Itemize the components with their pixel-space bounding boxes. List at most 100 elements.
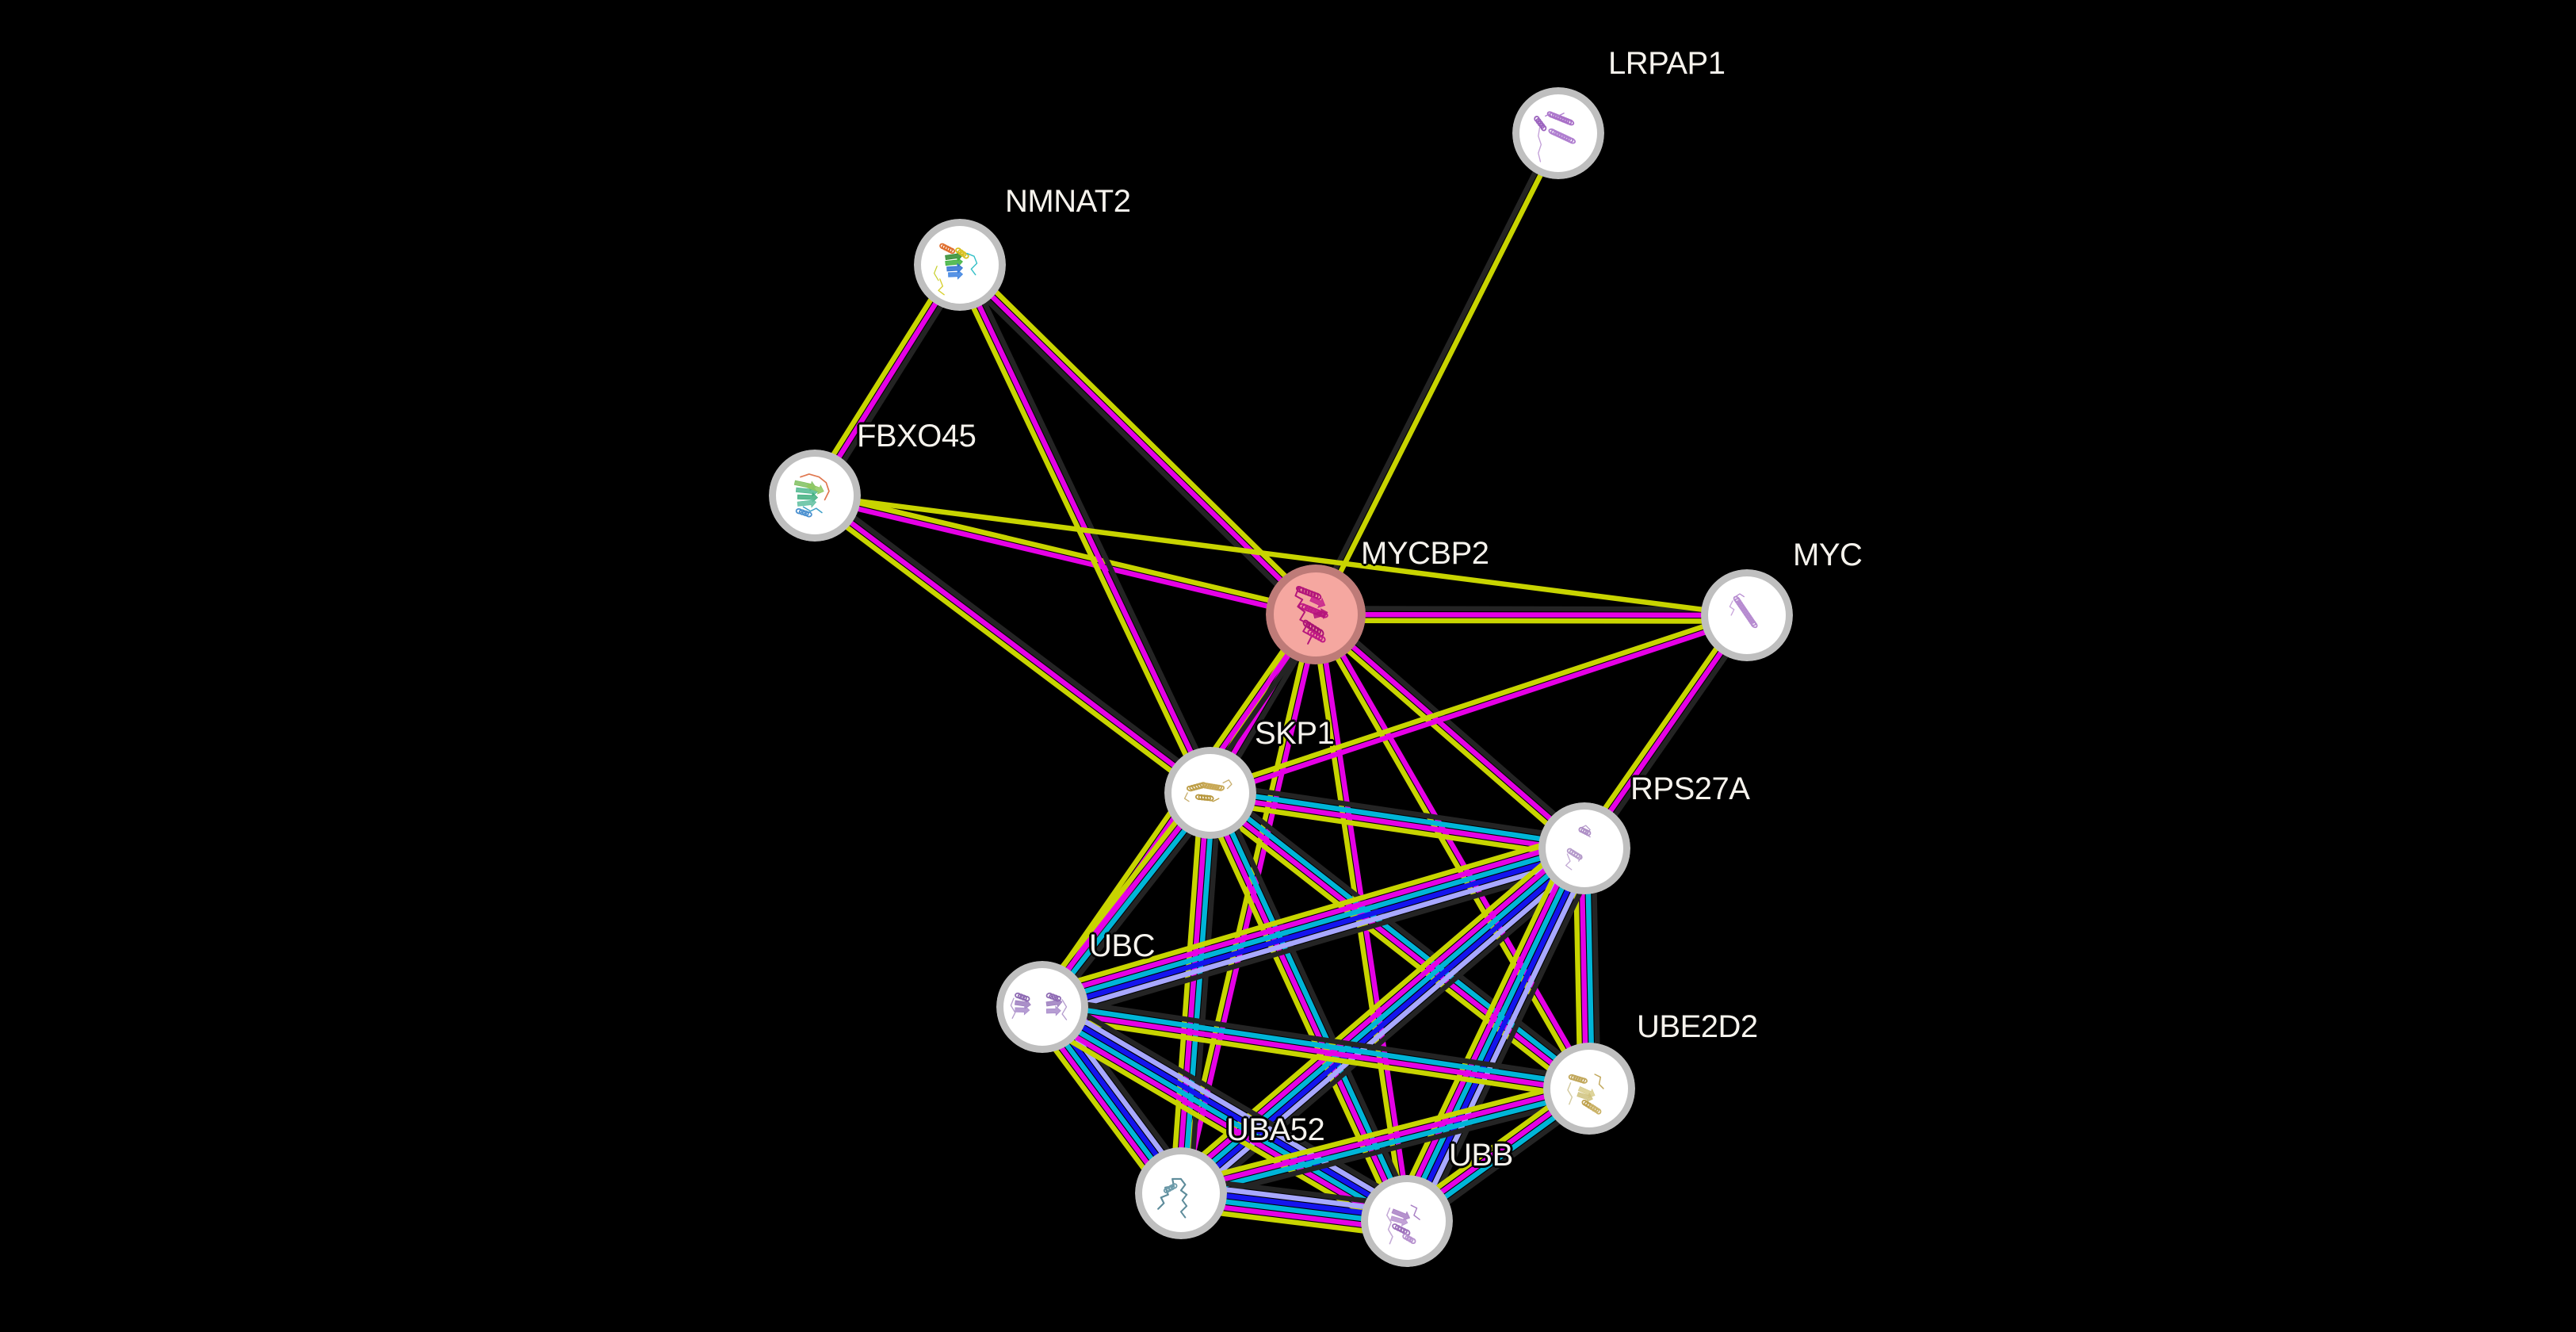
protein-node-mycbp2[interactable] (1266, 565, 1366, 664)
edge-channel-cooccurrence (1592, 890, 1600, 1047)
protein-node-nmnat2[interactable] (914, 219, 1006, 311)
edge-channel-textmining (1336, 170, 1545, 576)
edge-mycbp2-nmnat2[interactable] (984, 288, 1290, 589)
edge-mycbp2-myc[interactable] (1361, 606, 1705, 624)
node-disc-mycbp2 (1274, 572, 1358, 656)
edge-channel-textmining (992, 288, 1290, 580)
edge-skp1-ubc[interactable] (1059, 818, 1194, 982)
edge-channel-experiments (1072, 1034, 1367, 1210)
protein-node-ubb[interactable] (1361, 1175, 1453, 1267)
edge-channel-cooccurrence (1444, 1118, 1562, 1206)
edge-channel-cooccurrence (980, 299, 1200, 753)
edge-channel-coexpression (1068, 1037, 1160, 1159)
edge-channel-cooccurrence (1352, 637, 1558, 818)
edge-channel-textmining (1601, 645, 1720, 812)
edge-myc-rps27a[interactable] (1601, 645, 1730, 819)
edge-channel-cooccurrence (1233, 826, 1401, 1181)
edge-channel-experiments (1080, 848, 1542, 989)
node-label-ubc: UBC (1089, 928, 1155, 963)
edge-mycbp2-fbxo45[interactable] (854, 500, 1273, 610)
node-disc-nmnat2 (921, 226, 999, 304)
edge-myc-skp1[interactable] (1248, 623, 1709, 785)
node-disc-ubb (1368, 1182, 1446, 1260)
edge-channel-experiments (1348, 642, 1554, 823)
edge-fbxo45-skp1[interactable] (843, 514, 1182, 775)
protein-structure-mycbp2 (1294, 586, 1328, 645)
edge-rps27a-ube2d2[interactable] (1573, 890, 1600, 1047)
edge-nmnat2-fbxo45[interactable] (830, 296, 945, 465)
protein-structure-lrpap1 (1534, 111, 1577, 163)
protein-node-ube2d2[interactable] (1543, 1043, 1635, 1135)
edge-channel-textmining (1434, 1104, 1552, 1192)
node-disc-skp1 (1171, 754, 1249, 832)
protein-node-lrpap1[interactable] (1512, 87, 1604, 179)
protein-node-skp1[interactable] (1164, 747, 1256, 839)
edge-channel-cooccurrence (1077, 1030, 1170, 1152)
edge-channel-textmining (1573, 890, 1582, 1047)
protein-node-ubc[interactable] (996, 961, 1088, 1053)
edge-channel-experiments (1058, 1044, 1151, 1166)
edge-skp1-rps27a[interactable] (1250, 787, 1545, 854)
node-label-mycbp2: MYCBP2 (1361, 536, 1489, 571)
node-label-nmnat2: NMNAT2 (1005, 184, 1131, 219)
edge-channel-experiments (1438, 1108, 1555, 1196)
node-label-rps27a: RPS27A (1630, 771, 1750, 806)
edge-ube2d2-ubb[interactable] (1434, 1104, 1562, 1206)
edge-channel-databases (1222, 1199, 1365, 1222)
edge-channel-databases (1252, 793, 1544, 842)
edge-mycbp2-lrpap1[interactable] (1331, 168, 1545, 576)
protein-node-uba52[interactable] (1135, 1147, 1227, 1239)
edge-channel-textmining (856, 500, 1273, 604)
edge-ubc-ube2d2[interactable] (1082, 1001, 1550, 1094)
edge-channel-databases (1081, 855, 1544, 995)
edge-uba52-ubb[interactable] (1221, 1181, 1367, 1234)
edge-channel-textmining (1344, 647, 1550, 828)
edge-channel-databases (1076, 1028, 1370, 1205)
edge-channel-cooccurrence (1611, 652, 1730, 819)
edge-channel-databases (1063, 1041, 1156, 1163)
edge-skp1-ubb[interactable] (1217, 826, 1401, 1188)
edge-channel-homology (1084, 866, 1547, 1007)
edge-channel-experiments (1178, 834, 1207, 1151)
edge-channel-databases (1441, 1113, 1558, 1201)
edge-channel-textmining (1219, 1088, 1547, 1177)
protein-structure-ubc (1010, 992, 1068, 1020)
edge-mycbp2-rps27a[interactable] (1344, 637, 1558, 828)
edge-channel-databases (1084, 1007, 1549, 1082)
edge-rps27a-ubc[interactable] (1077, 843, 1550, 1012)
protein-structure-nmnat2 (934, 243, 978, 296)
protein-node-rps27a[interactable] (1538, 802, 1630, 894)
protein-node-fbxo45[interactable] (769, 450, 861, 542)
edge-channel-homology (1072, 1034, 1165, 1156)
edge-channel-cooccurrence (1084, 1001, 1550, 1077)
edge-channel-textmining (1069, 1039, 1365, 1215)
edge-ubc-uba52[interactable] (1053, 1030, 1170, 1170)
edge-channel-textmining (1248, 623, 1707, 779)
edge-channel-cooccurrence (1331, 168, 1539, 573)
edge-channel-experiments (1206, 867, 1549, 1162)
edge-channel-cooccurrence (1234, 656, 1300, 761)
edge-fbxo45-myc[interactable] (856, 498, 1706, 613)
protein-structure-ubb (1386, 1204, 1420, 1245)
edge-ube2d2-uba52[interactable] (1219, 1088, 1551, 1194)
node-label-myc: MYC (1793, 538, 1863, 572)
edge-channel-databases (1228, 829, 1395, 1183)
edge-channel-experiments (1251, 799, 1543, 848)
node-disc-ubc (1003, 968, 1081, 1046)
node-label-skp1: SKP1 (1255, 716, 1335, 751)
edge-channel-experiments (1083, 1013, 1548, 1089)
edge-channel-cooccurrence (1086, 872, 1550, 1012)
protein-node-myc[interactable] (1701, 569, 1793, 661)
edge-channel-experiments (835, 299, 940, 461)
node-label-uba52: UBA52 (1226, 1112, 1325, 1147)
edge-channel-experiments (1606, 648, 1726, 816)
edge-channel-experiments (1361, 611, 1705, 618)
edge-channel-experiments (988, 293, 1285, 584)
protein-structure-rps27a (1565, 825, 1592, 871)
edge-channel-textmining (830, 296, 934, 458)
edge-channel-textmining (1361, 618, 1705, 624)
node-disc-rps27a (1546, 810, 1623, 887)
edge-channel-cooccurrence (840, 302, 945, 465)
